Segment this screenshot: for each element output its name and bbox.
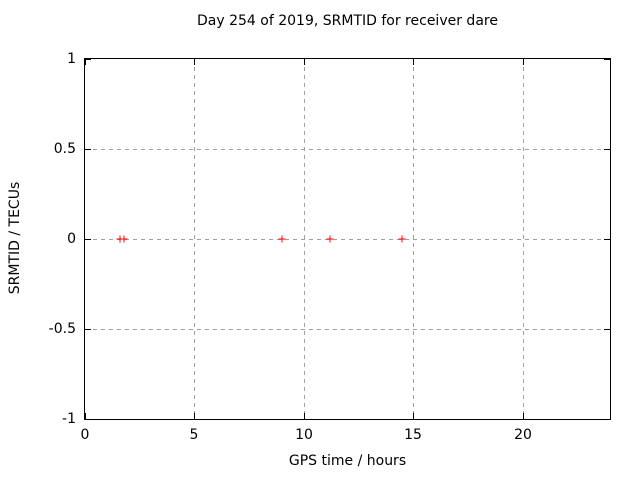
h-gridline [85, 149, 610, 150]
x-tick-top [523, 59, 524, 65]
x-tick-top [194, 59, 195, 65]
x-tick-label: 15 [404, 427, 422, 443]
v-gridline [523, 59, 524, 419]
v-gridline [413, 59, 414, 419]
y-tick-left [85, 149, 91, 150]
y-tick-label: -1 [62, 411, 76, 427]
data-point [278, 235, 286, 243]
x-tick-label: 5 [189, 427, 199, 443]
y-tick-right [604, 419, 610, 420]
y-tick-right [604, 59, 610, 60]
y-tick-right [604, 329, 610, 330]
y-tick-right [604, 239, 610, 240]
x-tick-bottom [413, 413, 414, 419]
data-point [326, 235, 334, 243]
v-gridline [304, 59, 305, 419]
y-tick-label: 0.5 [53, 141, 76, 157]
x-tick-label: 20 [514, 427, 532, 443]
x-tick-bottom [85, 413, 86, 419]
y-tick-label: 0 [67, 231, 76, 247]
plot-area [84, 58, 611, 420]
x-tick-top [413, 59, 414, 65]
x-tick-bottom [194, 413, 195, 419]
x-tick-top [304, 59, 305, 65]
y-tick-right [604, 149, 610, 150]
chart-title: Day 254 of 2019, SRMTID for receiver dar… [197, 13, 498, 29]
h-gridline [85, 329, 610, 330]
x-tick-top [85, 59, 86, 65]
x-axis-label: GPS time / hours [288, 453, 407, 469]
y-tick-label: 1 [67, 51, 76, 67]
h-gridline [85, 239, 610, 240]
data-point [120, 235, 128, 243]
x-tick-bottom [523, 413, 524, 419]
y-tick-left [85, 239, 91, 240]
x-tick-label: 0 [80, 427, 90, 443]
data-point [116, 235, 124, 243]
y-tick-left [85, 59, 91, 60]
y-tick-left [85, 419, 91, 420]
y-tick-label: -0.5 [48, 321, 76, 337]
y-tick-left [85, 329, 91, 330]
x-tick-bottom [304, 413, 305, 419]
data-point [398, 235, 406, 243]
v-gridline [194, 59, 195, 419]
x-tick-label: 10 [295, 427, 313, 443]
